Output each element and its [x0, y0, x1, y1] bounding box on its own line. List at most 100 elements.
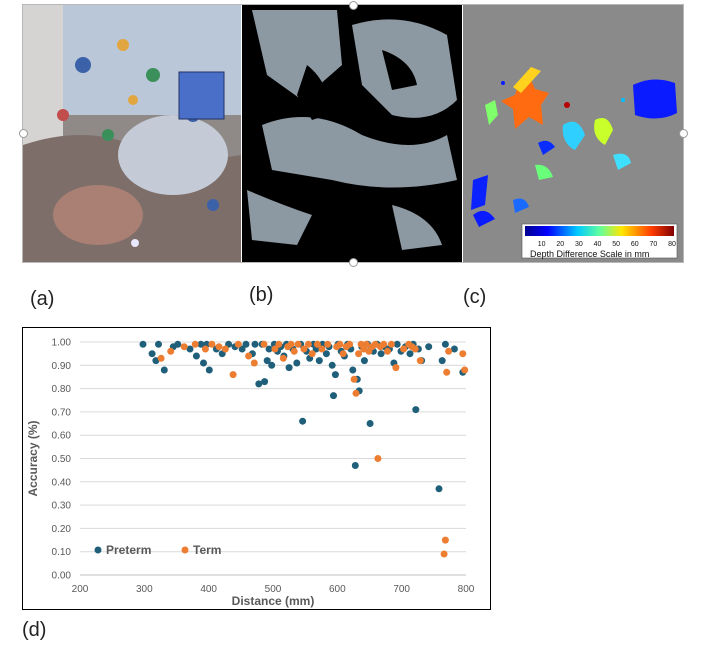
data-point-term: [443, 368, 451, 376]
resize-handle-top[interactable]: [349, 1, 358, 10]
data-point-term: [275, 340, 283, 348]
data-point-preterm: [148, 350, 156, 358]
x-tick-label: 700: [393, 584, 410, 595]
data-point-preterm: [200, 359, 207, 367]
accuracy-scatter-chart: 0.00 0.10 0.20 0.30 0.40 0.50 0.60 0.70 0.80 0.90…: [22, 327, 491, 610]
depth-scale-tick-label: 20: [556, 241, 564, 248]
y-tick-label: 0.10: [52, 547, 72, 558]
depth-map-illustration: 10 20 30 40 50 60 70 80: [463, 5, 683, 262]
legend-label-term: Term: [193, 543, 221, 557]
x-axis-label: Distance (mm): [232, 594, 315, 608]
y-tick-label: 0.30: [52, 501, 72, 512]
panel-label-b: (b): [249, 284, 274, 306]
legend-label-preterm: Preterm: [106, 543, 151, 557]
data-point-term: [440, 550, 448, 558]
depth-scale-title: Depth Difference Scale in mm: [530, 249, 650, 259]
depth-scale-ticks: 10 20 30 40 50 60 70 80: [538, 241, 676, 248]
data-point-term: [201, 345, 209, 353]
data-point-preterm: [349, 366, 357, 374]
image-panel-strip: 10 20 30 40 50 60 70 80 Depth Difference Scale …: [19, 1, 688, 267]
data-point-preterm: [351, 462, 359, 469]
data-point-term: [304, 340, 312, 348]
data-point-term: [215, 343, 223, 351]
y-tick-label: 0.50: [52, 454, 72, 465]
data-point-term: [157, 354, 165, 362]
y-tick-label: 0.60: [52, 431, 72, 442]
data-point-term: [380, 340, 388, 348]
panel-a-infant-photo: [23, 5, 241, 262]
data-point-term: [208, 340, 216, 348]
panel-b-segmentation-mask: [242, 5, 462, 262]
data-point-preterm: [360, 357, 368, 365]
data-point-term: [221, 345, 229, 353]
depth-scale-tick-label: 70: [649, 241, 657, 248]
data-point-term: [374, 455, 382, 462]
depth-scale-tick-label: 10: [538, 241, 546, 248]
data-point-term: [191, 340, 199, 348]
y-tick-label: 0.20: [52, 524, 72, 535]
data-point-term: [411, 345, 419, 353]
data-point-preterm: [238, 345, 246, 353]
x-tick-label: 800: [458, 584, 475, 595]
data-point-term: [271, 345, 279, 353]
data-point-term: [459, 350, 467, 358]
legend-marker-preterm: [94, 546, 102, 554]
data-point-preterm: [293, 359, 301, 367]
x-tick-label: 500: [265, 584, 282, 595]
data-point-term: [260, 340, 268, 348]
scatter-plot-svg: 0.00 0.10 0.20 0.30 0.40 0.50 0.60 0.70 0.80 0.90…: [26, 338, 475, 609]
x-tick-label: 400: [200, 584, 217, 595]
data-point-term: [313, 340, 321, 348]
data-point-preterm: [192, 352, 200, 360]
y-tick-label: 0.70: [52, 407, 72, 418]
data-point-term: [167, 347, 175, 355]
x-tick-label: 600: [329, 584, 346, 595]
data-point-term: [392, 364, 400, 372]
depth-scale-tick-label: 50: [612, 241, 620, 248]
y-tick-label: 1.00: [52, 338, 72, 349]
depth-colorbar: [525, 226, 674, 236]
data-point-preterm: [197, 340, 205, 348]
segmentation-mask-illustration: [242, 5, 462, 262]
data-point-term: [339, 350, 347, 358]
data-point-preterm: [331, 371, 339, 379]
data-point-preterm: [393, 340, 401, 348]
data-point-preterm: [261, 378, 269, 386]
y-tick-label: 0.00: [52, 571, 72, 582]
data-point-preterm: [139, 340, 147, 348]
data-point-preterm: [425, 343, 433, 351]
data-point-term: [234, 340, 242, 348]
data-point-term: [384, 347, 391, 355]
data-point-term: [290, 347, 298, 355]
data-point-preterm: [299, 417, 307, 425]
data-point-preterm: [435, 485, 443, 493]
legend-marker-term: [181, 546, 189, 554]
panel-label-a: (a): [30, 288, 55, 310]
data-point-term: [300, 345, 308, 353]
data-point-term: [355, 350, 363, 358]
y-tick-label: 0.80: [52, 384, 72, 395]
data-point-term: [308, 350, 316, 358]
data-point-preterm: [450, 345, 458, 353]
data-point-term: [441, 536, 449, 544]
y-tick-label: 0.40: [52, 477, 72, 488]
roi-square: [178, 71, 225, 120]
data-point-preterm: [438, 357, 446, 365]
data-point-preterm: [377, 350, 385, 358]
data-point-preterm: [366, 420, 374, 427]
x-tick-label: 300: [136, 584, 153, 595]
data-point-preterm: [322, 350, 330, 358]
data-point-preterm: [242, 340, 250, 348]
data-point-preterm: [205, 366, 213, 374]
panel-c-depth-difference-map: 10 20 30 40 50 60 70 80 Depth Difference Scale …: [463, 5, 683, 262]
resize-handle-bottom[interactable]: [349, 258, 358, 267]
panel-label-c: (c): [463, 286, 487, 308]
data-point-preterm: [265, 345, 273, 353]
data-point-preterm: [160, 366, 168, 374]
data-point-term: [245, 352, 253, 360]
data-point-term: [180, 343, 188, 351]
resize-handle-left[interactable]: [19, 129, 28, 138]
data-point-term: [346, 340, 354, 348]
resize-handle-right[interactable]: [679, 129, 688, 138]
data-point-term: [250, 359, 258, 367]
